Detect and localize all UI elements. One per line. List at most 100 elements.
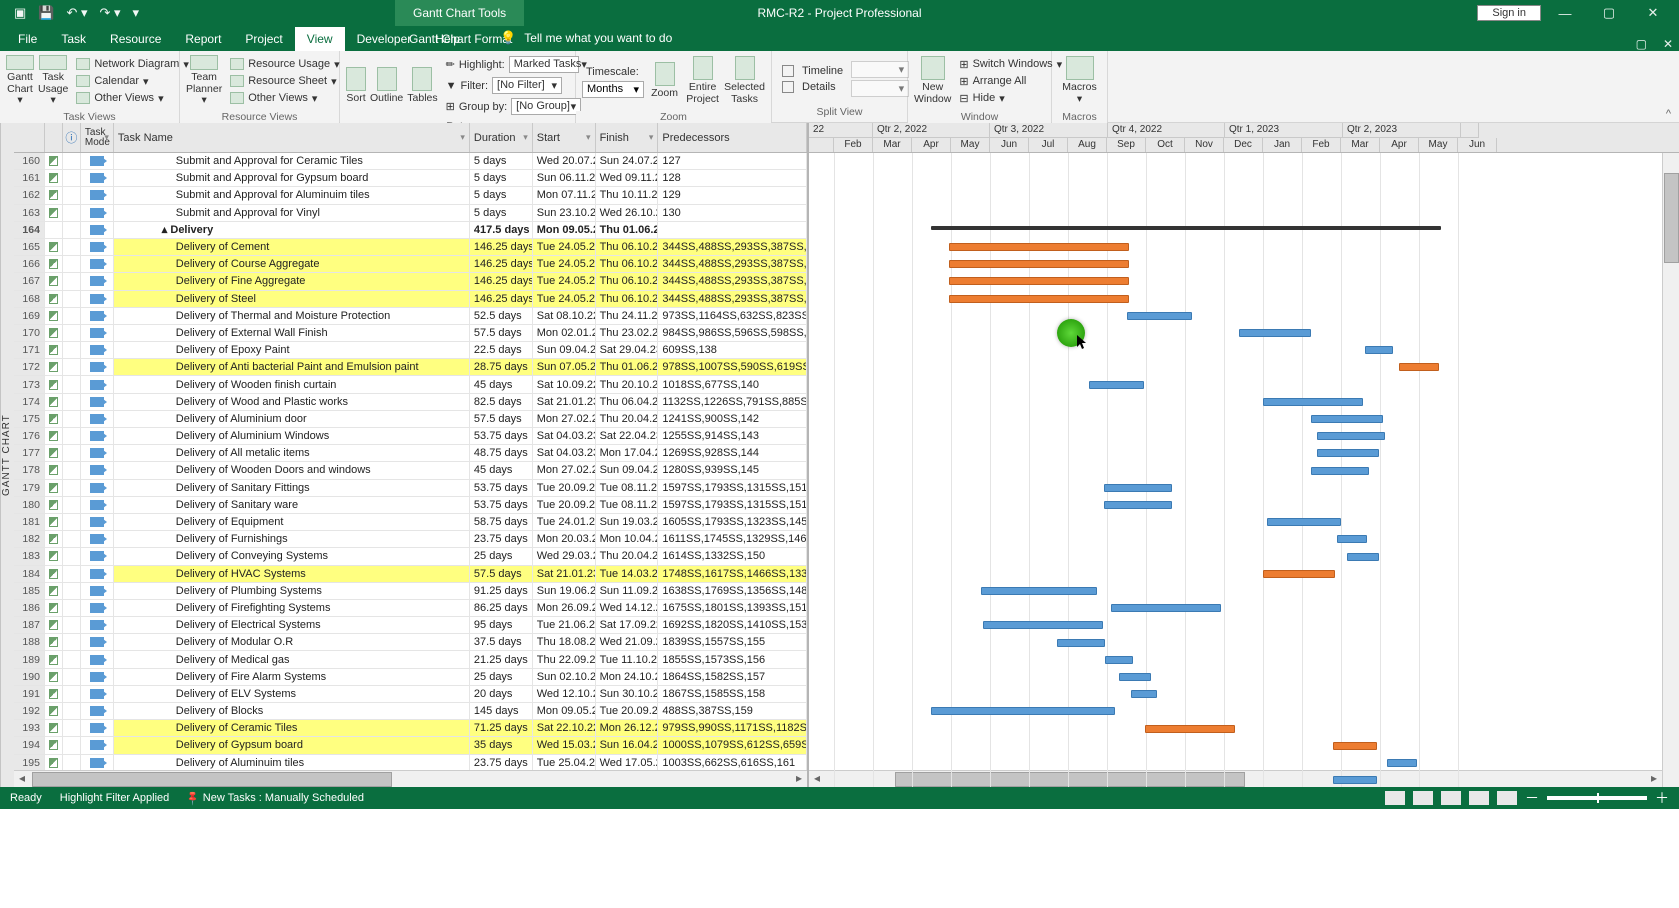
start-cell[interactable]: Sat 08.10.22 [533,308,596,324]
gantt-bar[interactable] [1317,449,1379,457]
name-cell[interactable]: Delivery of Electrical Systems [114,617,470,633]
name-cell[interactable]: Delivery of Blocks [114,703,470,719]
table-row[interactable]: 189Delivery of Medical gas21.25 daysThu … [14,651,807,668]
start-cell[interactable]: Mon 26.09.2 [533,600,596,616]
finish-cell[interactable]: Thu 06.10.22 [596,273,659,289]
name-cell[interactable]: Delivery of Wood and Plastic works [114,394,470,410]
filter-dropdown[interactable]: ▼ Filter:[No Filter]▾ [442,76,586,95]
finish-cell[interactable]: Thu 06.10.22 [596,291,659,307]
finish-cell[interactable]: Thu 10.11.22 [596,187,659,203]
duration-cell[interactable]: 145 days [470,703,533,719]
table-row[interactable]: 182Delivery of Furnishings23.75 daysMon … [14,531,807,548]
entire-project-button[interactable]: Entire Project [685,55,720,107]
gantt-bar[interactable] [1239,329,1311,337]
name-cell[interactable]: Delivery of Anti bacterial Paint and Emu… [114,359,470,375]
finish-cell[interactable]: Thu 20.04.23 [596,548,659,564]
duration-cell[interactable]: 58.75 days [470,514,533,530]
duration-cell[interactable]: 35 days [470,737,533,753]
table-row[interactable]: 178Delivery of Wooden Doors and windows4… [14,462,807,479]
details-check[interactable]: Details [778,80,847,94]
pred-cell[interactable]: 1748SS,1617SS,1466SS,1335S [658,566,807,582]
duration-cell[interactable]: 22.5 days [470,342,533,358]
start-cell[interactable]: Sat 04.03.23 [533,428,596,444]
hide-button[interactable]: ⊟ Hide ▾ [955,91,1066,106]
duration-cell[interactable]: 57.5 days [470,411,533,427]
name-cell[interactable]: Delivery of Wooden Doors and windows [114,462,470,478]
table-row[interactable]: 162Submit and Approval for Aluminuim til… [14,187,807,204]
start-cell[interactable]: Sun 02.10.22 [533,669,596,685]
start-cell[interactable]: Wed 12.10.2 [533,686,596,702]
finish-cell[interactable]: Sat 17.09.22 [596,617,659,633]
table-row[interactable]: 161Submit and Approval for Gypsum board5… [14,170,807,187]
calendar-button[interactable]: Calendar ▾ [72,74,193,89]
duration-cell[interactable]: 417.5 days [470,222,533,238]
qat-customize-icon[interactable]: ▾ [133,5,140,21]
finish-cell[interactable]: Tue 14.03.23 [596,566,659,582]
pred-cell[interactable]: 1280SS,939SS,145 [658,462,807,478]
switch-windows-button[interactable]: ⊞ Switch Windows ▾ [955,57,1066,72]
pred-cell[interactable]: 1855SS,1573SS,156 [658,651,807,667]
start-cell[interactable]: Thu 18.08.22 [533,634,596,650]
maximize-icon[interactable]: ▢ [1589,5,1629,21]
pred-cell[interactable]: 1692SS,1820SS,1410SS,1538S [658,617,807,633]
start-cell[interactable]: Tue 21.06.22 [533,617,596,633]
gantt-bar[interactable] [949,295,1129,303]
table-row[interactable]: 191Delivery of ELV Systems20 daysWed 12.… [14,686,807,703]
pred-cell[interactable]: 984SS,986SS,596SS,598SS,64: [658,325,807,341]
finish-cell[interactable]: Sun 16.04.23 [596,737,659,753]
gantt-bar[interactable] [1089,381,1144,389]
zoom-slider[interactable] [1547,796,1647,800]
gantt-bar[interactable] [1337,535,1367,543]
name-cell[interactable]: Delivery of ELV Systems [114,686,470,702]
pred-cell[interactable]: 1611SS,1745SS,1329SS,1463S [658,531,807,547]
zoom-out-icon[interactable]: － [1525,788,1539,808]
gantt-bar[interactable] [1119,673,1151,681]
save-icon[interactable]: 💾 [38,5,54,21]
table-row[interactable]: 180Delivery of Sanitary ware53.75 daysTu… [14,497,807,514]
gantt-bar[interactable] [1333,742,1377,750]
header-finish[interactable]: Finish▾ [596,123,659,152]
name-cell[interactable]: Delivery of Equipment [114,514,470,530]
gantt-bar[interactable] [1267,518,1341,526]
gantt-bar[interactable] [1111,604,1221,612]
gantt-bar[interactable] [1145,725,1235,733]
redo-icon[interactable]: ↷ ▾ [100,5,121,21]
gantt-bar[interactable] [1387,759,1417,767]
pred-cell[interactable]: 1003SS,662SS,616SS,161 [658,755,807,770]
name-cell[interactable]: Delivery of Aluminuim tiles [114,755,470,770]
name-cell[interactable]: Delivery of Furnishings [114,531,470,547]
name-cell[interactable]: Delivery of Conveying Systems [114,548,470,564]
name-cell[interactable]: Delivery of Wooden finish curtain [114,376,470,392]
pred-cell[interactable]: 1241SS,900SS,142 [658,411,807,427]
table-row[interactable]: 169Delivery of Thermal and Moisture Prot… [14,308,807,325]
duration-cell[interactable]: 53.75 days [470,497,533,513]
table-row[interactable]: 179Delivery of Sanitary Fittings53.75 da… [14,480,807,497]
start-cell[interactable]: Sun 09.04.23 [533,342,596,358]
name-cell[interactable]: Submit and Approval for Vinyl [114,205,470,221]
gantt-bar[interactable] [1057,639,1105,647]
table-row[interactable]: 171Delivery of Epoxy Paint22.5 daysSun 0… [14,342,807,359]
duration-cell[interactable]: 45 days [470,376,533,392]
sort-button[interactable]: Sort [346,60,366,112]
name-cell[interactable]: Delivery of Sanitary Fittings [114,480,470,496]
header-task-name[interactable]: Task Name▾ [114,123,470,152]
name-cell[interactable]: Delivery of Aluminium Windows [114,428,470,444]
start-cell[interactable]: Mon 27.02.2 [533,411,596,427]
table-row[interactable]: 174Delivery of Wood and Plastic works82.… [14,394,807,411]
header-indicator[interactable] [45,123,63,152]
gantt-bar[interactable] [1131,690,1157,698]
name-cell[interactable]: Delivery of Cement [114,239,470,255]
table-row[interactable]: 186Delivery of Firefighting Systems86.25… [14,600,807,617]
duration-cell[interactable]: 5 days [470,170,533,186]
pred-cell[interactable]: 129 [658,187,807,203]
start-cell[interactable]: Wed 29.03.2 [533,548,596,564]
name-cell[interactable]: Submit and Approval for Aluminuim tiles [114,187,470,203]
gantt-v-scroll[interactable] [1662,153,1679,787]
pred-cell[interactable]: 344SS,488SS,293SS,387SS,13: [658,239,807,255]
table-row[interactable]: 170Delivery of External Wall Finish57.5 … [14,325,807,342]
duration-cell[interactable]: 53.75 days [470,480,533,496]
duration-cell[interactable]: 5 days [470,153,533,169]
app-icon[interactable]: ▣ [14,5,26,21]
finish-cell[interactable]: Thu 06.10.22 [596,256,659,272]
tell-me-search[interactable]: 💡 Tell me what you want to do [500,25,672,51]
